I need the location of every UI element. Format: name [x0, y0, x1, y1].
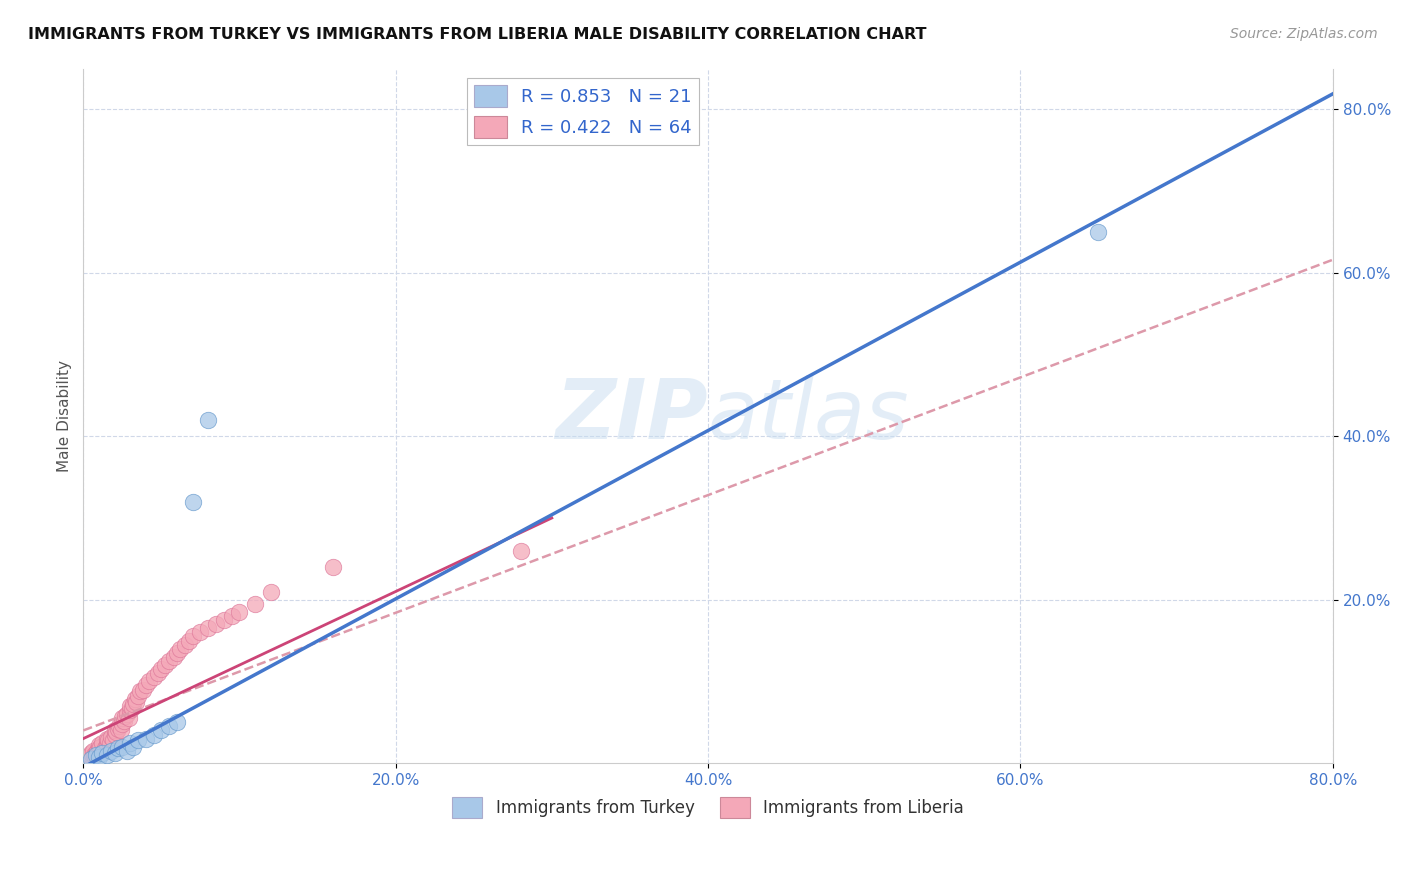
Point — [135, 731, 157, 746]
Point — [157, 654, 180, 668]
Point — [166, 646, 188, 660]
Point — [87, 749, 110, 764]
Point — [79, 747, 101, 762]
Text: IMMIGRANTS FROM TURKEY VS IMMIGRANTS FROM LIBERIA MALE DISABILITY CORRELATION CH: IMMIGRANTS FROM TURKEY VS IMMIGRANTS FRO… — [28, 27, 927, 42]
Point — [124, 692, 146, 706]
Point — [111, 739, 134, 754]
Point — [87, 738, 110, 752]
Point — [150, 662, 173, 676]
Point — [89, 739, 111, 754]
Point — [103, 747, 125, 761]
Point — [153, 658, 176, 673]
Point — [96, 731, 118, 746]
Point — [135, 678, 157, 692]
Legend: Immigrants from Turkey, Immigrants from Liberia: Immigrants from Turkey, Immigrants from … — [446, 790, 970, 824]
Point — [228, 605, 250, 619]
Point — [120, 736, 142, 750]
Point — [75, 752, 97, 766]
Point — [197, 621, 219, 635]
Point — [93, 744, 115, 758]
Point — [91, 747, 114, 761]
Point — [83, 747, 105, 762]
Point — [169, 641, 191, 656]
Point — [148, 666, 170, 681]
Point — [181, 494, 204, 508]
Point — [98, 736, 121, 750]
Point — [127, 689, 149, 703]
Point — [163, 649, 186, 664]
Point — [125, 695, 148, 709]
Point — [181, 630, 204, 644]
Point — [103, 727, 125, 741]
Point — [128, 684, 150, 698]
Point — [142, 670, 165, 684]
Point — [190, 625, 212, 640]
Point — [121, 700, 143, 714]
Y-axis label: Male Disability: Male Disability — [58, 359, 72, 472]
Point — [117, 711, 139, 725]
Point — [108, 719, 131, 733]
Point — [107, 722, 129, 736]
Point — [122, 698, 145, 712]
Point — [157, 719, 180, 733]
Point — [94, 741, 117, 756]
Point — [509, 543, 531, 558]
Point — [1087, 225, 1109, 239]
Point — [96, 738, 118, 752]
Point — [115, 744, 138, 758]
Point — [84, 747, 107, 762]
Point — [114, 708, 136, 723]
Point — [122, 739, 145, 754]
Point — [97, 733, 120, 747]
Point — [197, 413, 219, 427]
Point — [103, 723, 125, 738]
Point — [173, 638, 195, 652]
Point — [138, 674, 160, 689]
Text: ZIP: ZIP — [555, 376, 709, 457]
Point — [212, 613, 235, 627]
Point — [111, 711, 134, 725]
Point — [179, 633, 201, 648]
Point — [142, 727, 165, 741]
Point — [205, 617, 228, 632]
Point — [260, 584, 283, 599]
Point — [131, 682, 153, 697]
Point — [166, 715, 188, 730]
Text: atlas: atlas — [709, 376, 910, 457]
Point — [150, 723, 173, 738]
Point — [100, 744, 122, 758]
Point — [80, 747, 103, 761]
Point — [322, 560, 344, 574]
Point — [84, 747, 107, 761]
Point — [105, 725, 128, 739]
Point — [101, 733, 124, 747]
Point — [127, 733, 149, 747]
Point — [80, 752, 103, 766]
Point — [82, 744, 104, 758]
Point — [100, 730, 122, 744]
Point — [120, 703, 142, 717]
Point — [112, 714, 135, 728]
Point — [110, 723, 132, 738]
Point — [87, 741, 110, 756]
Point — [120, 698, 142, 713]
Point — [91, 736, 114, 750]
Point — [86, 744, 108, 758]
Point — [107, 741, 129, 756]
Point — [243, 597, 266, 611]
Point — [115, 707, 138, 722]
Point — [96, 747, 118, 762]
Point — [111, 717, 134, 731]
Text: Source: ZipAtlas.com: Source: ZipAtlas.com — [1230, 27, 1378, 41]
Point — [221, 609, 243, 624]
Point — [77, 749, 100, 764]
